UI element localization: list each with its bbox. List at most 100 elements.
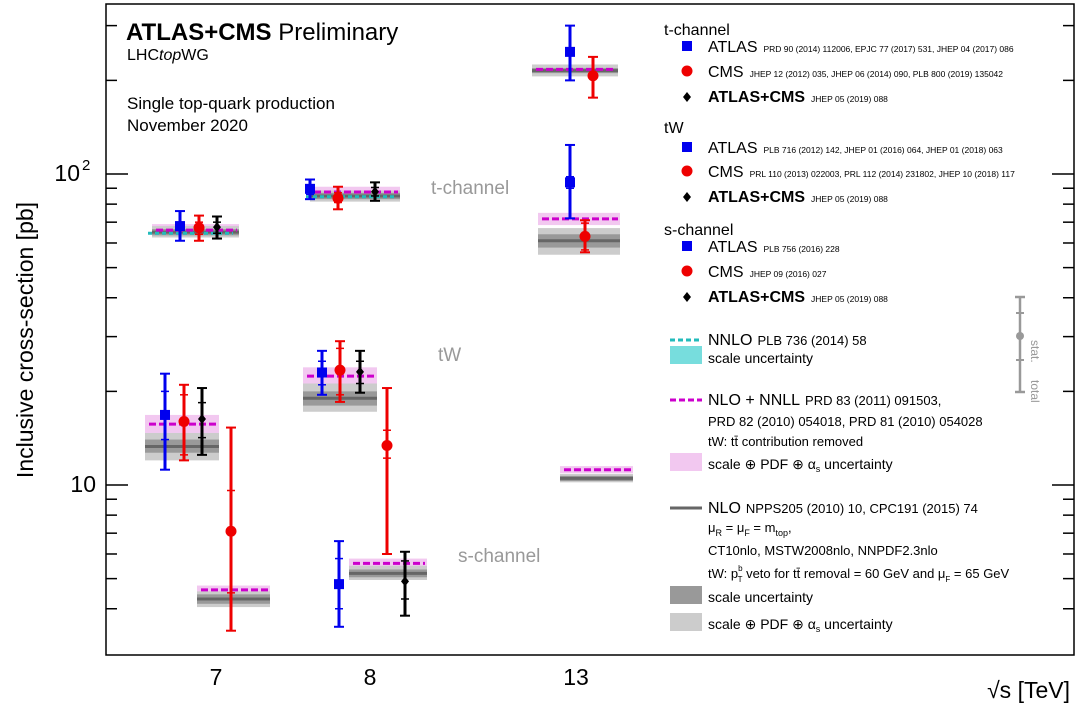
atlas-marker xyxy=(334,579,344,590)
measurements xyxy=(160,24,599,632)
xtick-label-8: 8 xyxy=(364,664,377,690)
legend-entry-nlo: NLO NPPS205 (2010) 10, CPC191 (2015) 74 μ… xyxy=(670,500,1010,634)
combination-marker xyxy=(371,186,379,197)
legend-stat-total-key: stat. total xyxy=(1015,295,1042,403)
x-axis-label: √s [TeV] xyxy=(987,677,1070,703)
ytick-label-100-exponent: 2 xyxy=(82,157,90,174)
atlas-marker xyxy=(317,367,327,378)
cms-marker xyxy=(334,364,346,376)
legend-marker-combination xyxy=(683,92,691,102)
legend-swatch-nlo-scale xyxy=(670,586,702,604)
svg-text:scale uncertainty: scale uncertainty xyxy=(708,350,813,366)
combination-marker xyxy=(213,222,221,233)
measurement-tw-8-atlas xyxy=(317,349,327,396)
measurement-t-7-comb xyxy=(212,215,222,240)
measurement-t-7-atlas xyxy=(175,210,185,242)
legend-entry-nnlo: NNLO PLB 736 (2014) 58 scale uncertainty xyxy=(670,332,867,366)
legend-entry-s-cms: CMS JHEP 09 (2016) 027 xyxy=(681,264,827,281)
atlas-marker xyxy=(160,409,170,420)
measurement-tw-7-cms xyxy=(178,383,190,462)
svg-text:scale uncertainty: scale uncertainty xyxy=(708,589,813,605)
xtick-label-7: 7 xyxy=(210,664,223,690)
measurement-tw-13-atlas xyxy=(565,143,575,220)
legend-entry-tw-cms: CMS PRL 110 (2013) 022003, PRL 112 (2014)… xyxy=(681,164,1015,181)
legend-entry-t-combination: ATLAS+CMS JHEP 05 (2019) 088 xyxy=(683,89,888,106)
svg-text:CT10nlo, MSTW2008nlo, NNPDF2.3: CT10nlo, MSTW2008nlo, NNPDF2.3nlo xyxy=(708,543,938,558)
measurement-s-7-cms xyxy=(225,426,237,632)
date-label: November 2020 xyxy=(127,116,248,135)
legend-swatch-nlo-total xyxy=(670,613,702,631)
measurement-t-13-cms xyxy=(587,55,599,99)
cms-marker xyxy=(225,525,237,537)
legend-marker-cms xyxy=(681,65,693,77)
measurement-s-8-atlas xyxy=(334,540,344,628)
svg-text:tW: tt̄ contribution removed: tW: tt̄ contribution removed xyxy=(708,434,863,449)
legend-entry-s-atlas: ATLAS PLB 756 (2016) 228 xyxy=(682,239,840,256)
plot-frame xyxy=(105,3,1075,656)
combination-marker xyxy=(356,366,364,377)
atlas-marker xyxy=(175,221,185,232)
cms-marker xyxy=(193,222,205,234)
combination-marker xyxy=(401,576,409,587)
measurement-tw-7-comb xyxy=(197,387,207,456)
legend-entry-t-atlas: ATLAS PRD 90 (2014) 112006, EPJC 77 (2017… xyxy=(682,39,1014,56)
measurement-tw-7-atlas xyxy=(160,372,170,471)
total-label: total xyxy=(1028,380,1042,403)
cms-marker xyxy=(332,192,344,204)
measurement-s-8-cms xyxy=(381,387,393,555)
stat-label: stat. xyxy=(1028,340,1042,363)
experiment-header: ATLAS+CMS Preliminary xyxy=(126,19,398,46)
combination-marker xyxy=(198,414,206,425)
cms-marker xyxy=(587,70,599,82)
measurement-t-8-atlas xyxy=(305,178,315,201)
channel-label-tw: tW xyxy=(438,345,461,366)
xtick-label-13: 13 xyxy=(563,664,589,690)
measurement-tw-13-cms xyxy=(579,219,591,254)
cms-marker xyxy=(178,416,190,428)
legend-title-tw: tW xyxy=(664,120,684,137)
theory-bands xyxy=(145,64,633,608)
measurement-t-7-cms xyxy=(193,214,205,242)
channel-label-t: t-channel xyxy=(431,178,509,199)
atlas-marker xyxy=(565,46,575,57)
measurement-tw-8-cms xyxy=(334,340,346,403)
atlas-marker xyxy=(305,183,315,194)
measurement-t-8-comb xyxy=(370,181,380,202)
svg-text:scale ⊕ PDF ⊕ αs uncertainty: scale ⊕ PDF ⊕ αs uncertainty xyxy=(708,456,893,474)
atlas-marker xyxy=(565,177,575,188)
legend-title-s-channel: s-channel xyxy=(664,222,733,239)
legend-entry-s-combination: ATLAS+CMS JHEP 05 (2019) 088 xyxy=(683,289,888,306)
legend-swatch-nlonnll-band xyxy=(670,453,702,471)
svg-text:μR = μF = mtop,: μR = μF = mtop, xyxy=(708,520,792,538)
measurement-t-8-cms xyxy=(332,185,344,211)
legend-entry-nlo-nnll: NLO + NNLL PRD 83 (2011) 091503, PRD 82 (… xyxy=(670,392,983,474)
legend-marker-atlas xyxy=(682,41,692,51)
legend-entry-t-cms: CMS JHEP 12 (2012) 035, JHEP 06 (2014) 09… xyxy=(681,64,1003,81)
legend-swatch-nnlo-band xyxy=(670,346,702,364)
process-label: Single top-quark production xyxy=(127,94,335,113)
ytick-label-100: 10 xyxy=(54,160,80,186)
legend-title-t-channel: t-channel xyxy=(664,22,730,39)
cms-marker xyxy=(381,439,393,451)
y-axis-label: Inclusive cross-section [pb] xyxy=(12,202,38,478)
svg-text:scale ⊕ PDF ⊕ αs uncertainty: scale ⊕ PDF ⊕ αs uncertainty xyxy=(708,616,893,634)
legend: t-channel ATLAS PRD 90 (2014) 112006, EPJ… xyxy=(664,22,1042,634)
channel-label-s: s-channel xyxy=(458,546,540,567)
working-group-label: LHCtopWG xyxy=(127,47,209,64)
cms-marker xyxy=(579,230,591,242)
measurement-tw-8-comb xyxy=(355,349,365,394)
legend-entry-tw-atlas: ATLAS PLB 716 (2012) 142, JHEP 01 (2016) … xyxy=(682,140,1003,157)
